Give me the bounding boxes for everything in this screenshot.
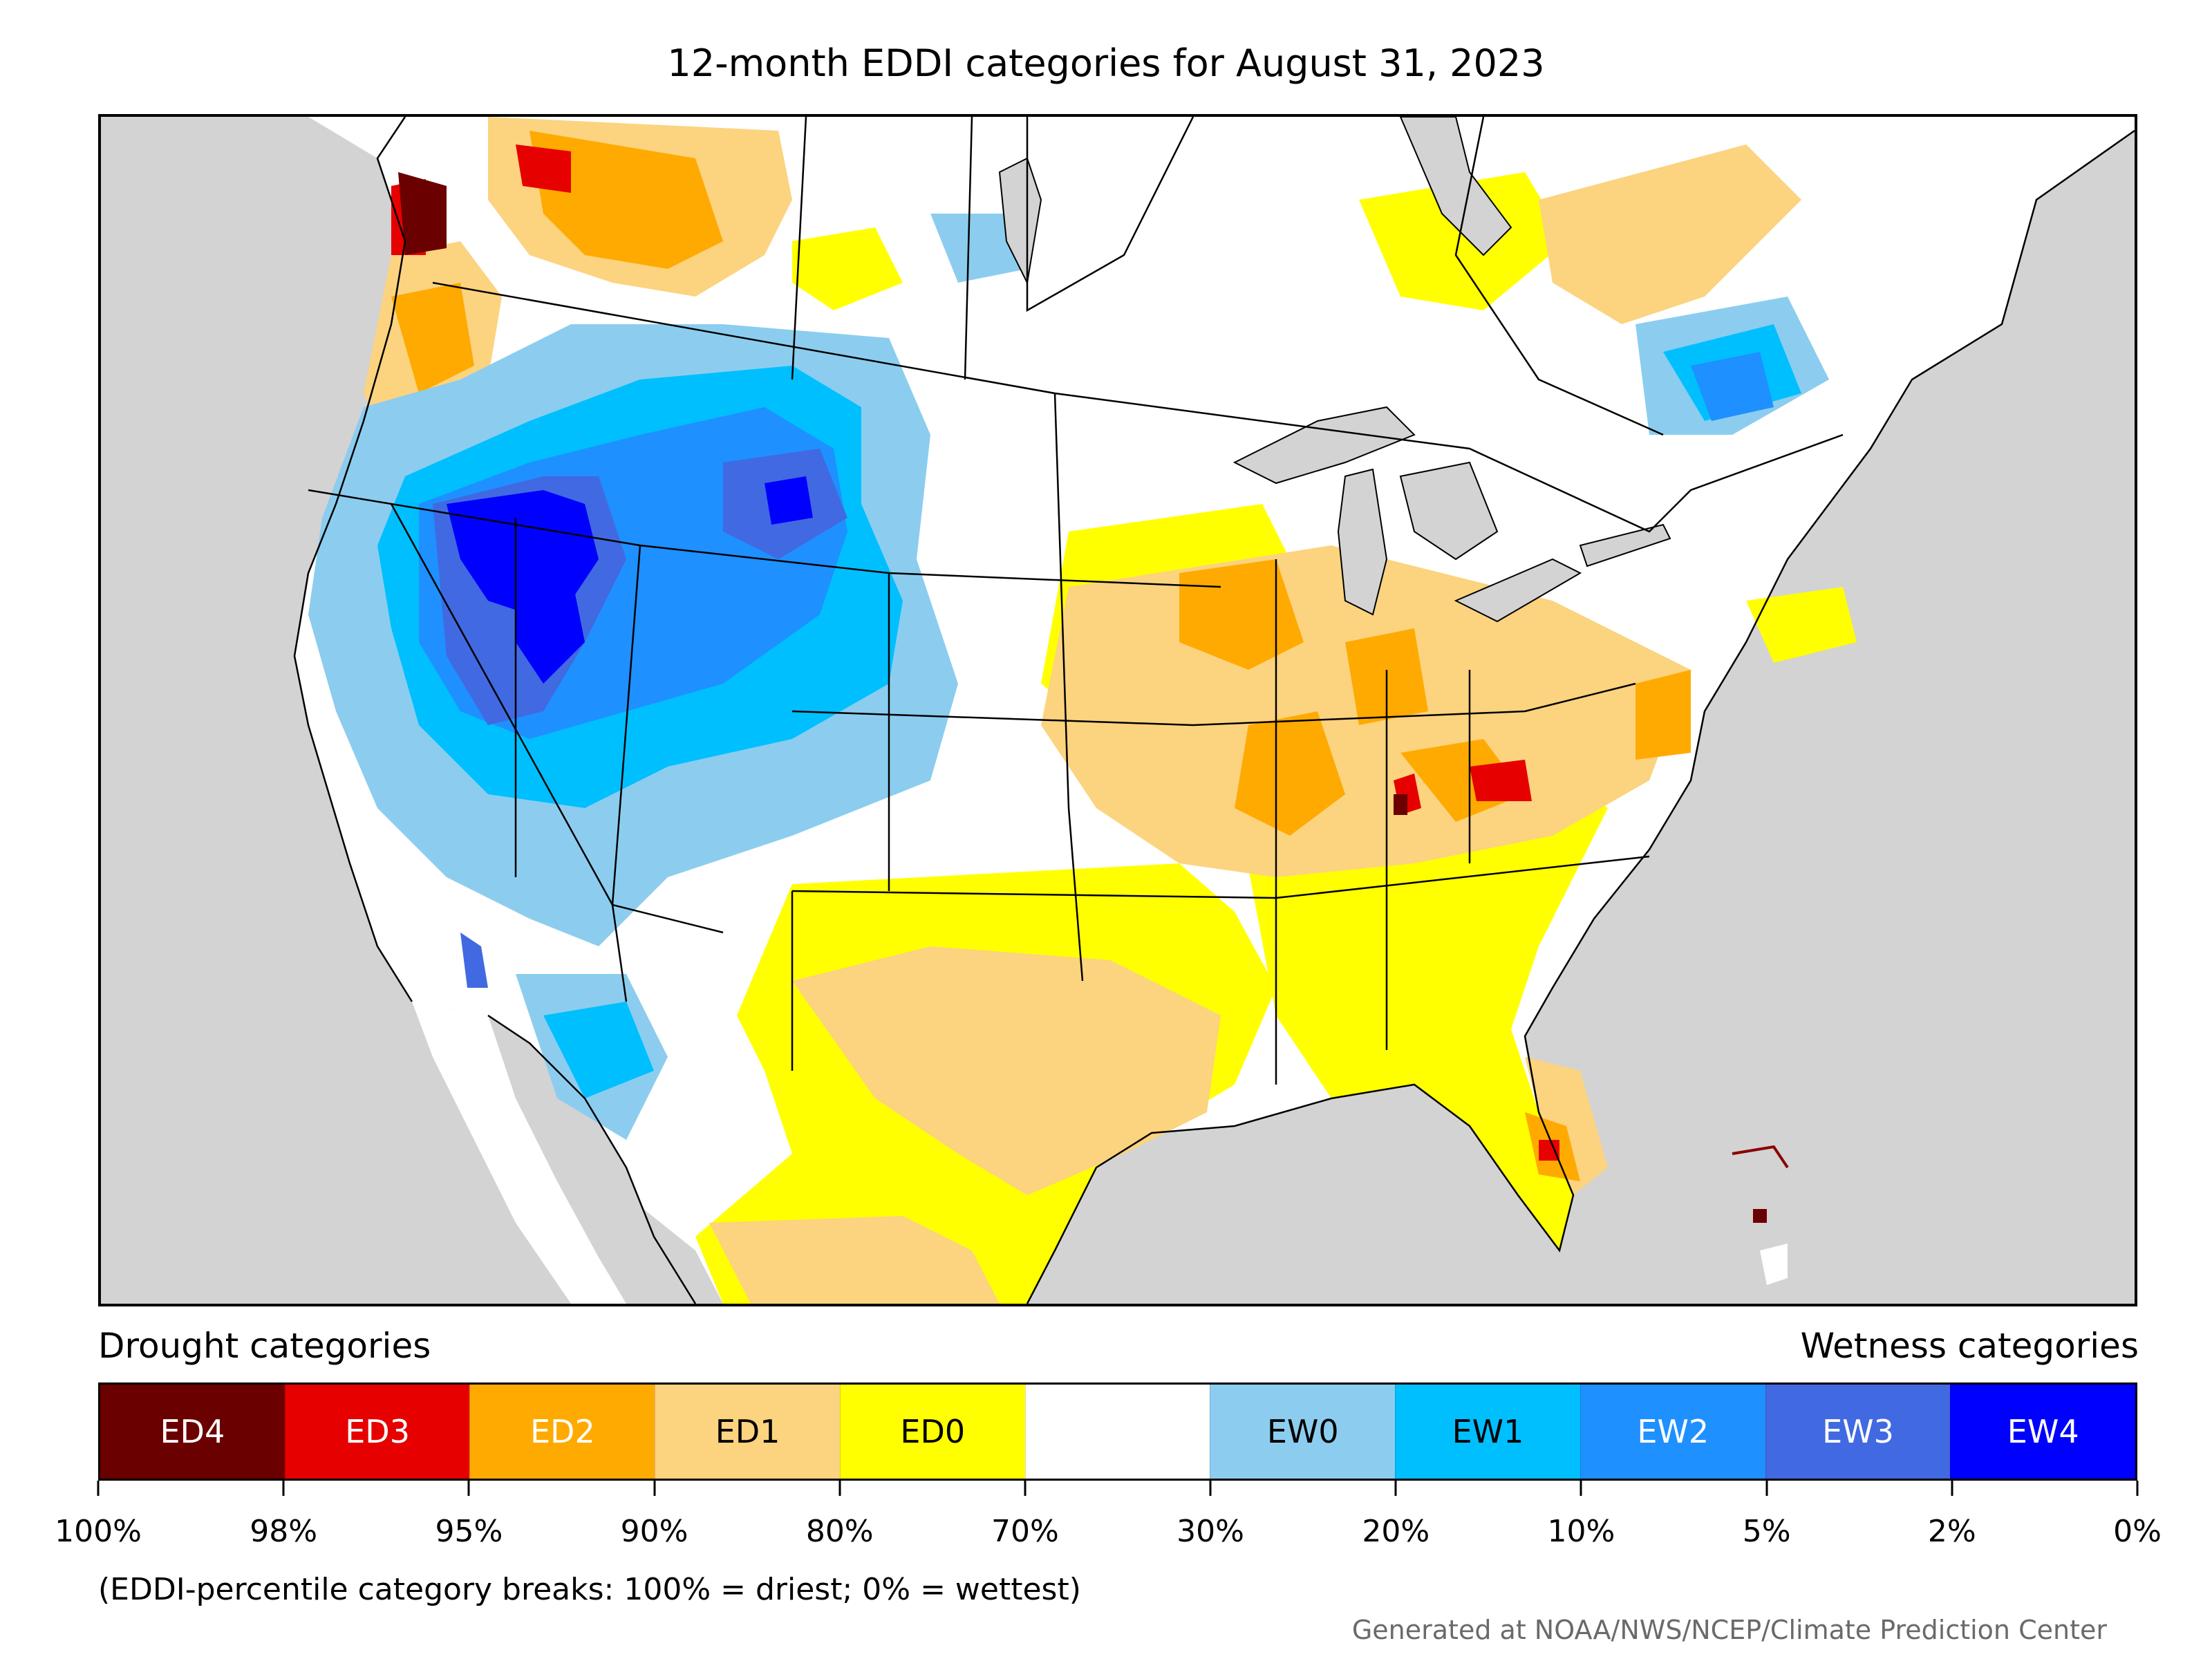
lakes [998,117,1671,623]
ed4-regions [398,172,1407,815]
colorbar-tick-label: 90% [620,1514,688,1549]
colorbar-tick-label: 70% [991,1514,1059,1549]
category-colorbar: ED4 ED3 ED2 ED1 ED0 EW0 EW1 EW2 EW3 EW4 [98,1382,2137,1481]
colorbar-tick-label: 98% [250,1514,318,1549]
colorbar-tick [1580,1481,1582,1496]
colorbar-cell-ew1: EW1 [1395,1385,1580,1479]
colorbar-tick-label: 5% [1742,1514,1791,1549]
colorbar-tick-label: 0% [2113,1514,2162,1549]
colorbar-tick-label: 20% [1362,1514,1430,1549]
colorbar-cell-ew3: EW3 [1765,1385,1951,1479]
colorbar-tick [653,1481,656,1496]
ew4-regions [447,476,813,684]
colorbar-tick-label: 10% [1547,1514,1615,1549]
colorbar-tick-label: 30% [1177,1514,1244,1549]
colorbar-cell-ew0: EW0 [1210,1385,1396,1479]
colorbar-cell-ed3: ED3 [284,1385,470,1479]
ed3-regions [391,144,1559,1161]
credit-line: Generated at NOAA/NWS/NCEP/Climate Predi… [1351,1615,2107,1645]
wetness-categories-heading: Wetness categories [1800,1326,2139,1366]
colorbar-cell-neutral [1024,1385,1210,1479]
colorbar-tick [1209,1481,1212,1496]
colorbar-cell-ew2: EW2 [1580,1385,1765,1479]
baja-peninsula [412,1002,626,1304]
colorbar-cell-ed4: ED4 [100,1385,285,1479]
colorbar-tick-label: 100% [55,1514,142,1549]
eddi-map [98,114,2137,1306]
political-borders [308,117,1844,1085]
colorbar-tick [838,1481,841,1496]
colorbar-tick-label: 95% [435,1514,503,1549]
colorbar-tick [282,1481,285,1496]
map-title: 12-month EDDI categories for August 31, … [667,41,1545,85]
percentile-note: (EDDI-percentile category breaks: 100% =… [98,1572,1081,1607]
colorbar-tick [97,1481,100,1496]
colorbar-tick-label: 80% [805,1514,874,1549]
colorbar-ticks [97,1481,2139,1501]
colorbar-cell-ed1: ED1 [655,1385,840,1479]
colorbar-tick [1951,1481,1953,1496]
colorbar-cell-ew4: EW4 [1950,1385,2136,1479]
colorbar-tick [2136,1481,2139,1496]
colorbar-tick [467,1481,470,1496]
colorbar-tick [1394,1481,1397,1496]
drought-categories-heading: Drought categories [98,1326,431,1366]
colorbar-tick-label: 2% [1927,1514,1976,1549]
colorbar-cell-ed2: ED2 [469,1385,655,1479]
colorbar-tick [1024,1481,1027,1496]
coastline [293,117,2135,1304]
gulf-of-california [488,1015,695,1304]
colorbar-cell-ed0: ED0 [839,1385,1025,1479]
bahamas-islands [1732,1145,1789,1285]
colorbar-tick [1765,1481,1768,1496]
